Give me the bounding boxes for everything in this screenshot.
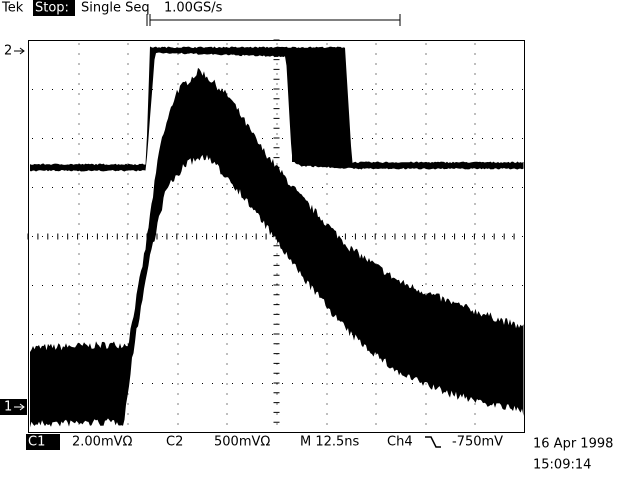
ch2-scale: 500mVΩ	[214, 435, 270, 450]
sample-rate: 1.00GS/s	[164, 1, 223, 16]
mode: Single Seq	[81, 1, 150, 16]
timebase: M 12.5ns	[300, 435, 360, 450]
brand: Tek	[1, 1, 24, 16]
trigger-source: Ch4	[387, 435, 413, 450]
record-bracket	[146, 14, 401, 26]
state-box	[33, 0, 75, 16]
ch2-arrow	[14, 47, 25, 55]
ch1-label-box	[26, 434, 60, 450]
ch2-label: C2	[166, 435, 183, 450]
ch1-marker: 1	[4, 400, 12, 415]
ch1-label: C1	[28, 435, 45, 450]
ch2-marker: 2	[4, 44, 12, 59]
ch1-waveform	[30, 67, 524, 428]
date: 16 Apr 1998	[533, 437, 613, 452]
ch2-burst	[292, 48, 344, 162]
ch1-scale: 2.00mVΩ	[72, 435, 133, 450]
trigger-level: -750mV	[452, 435, 503, 450]
ch1-marker-box	[0, 399, 27, 415]
ch1-arrow	[14, 403, 25, 411]
time: 15:09:14	[533, 458, 591, 473]
waveforms	[30, 46, 524, 428]
state: Stop:	[35, 1, 69, 16]
trigger-slope	[425, 436, 441, 448]
